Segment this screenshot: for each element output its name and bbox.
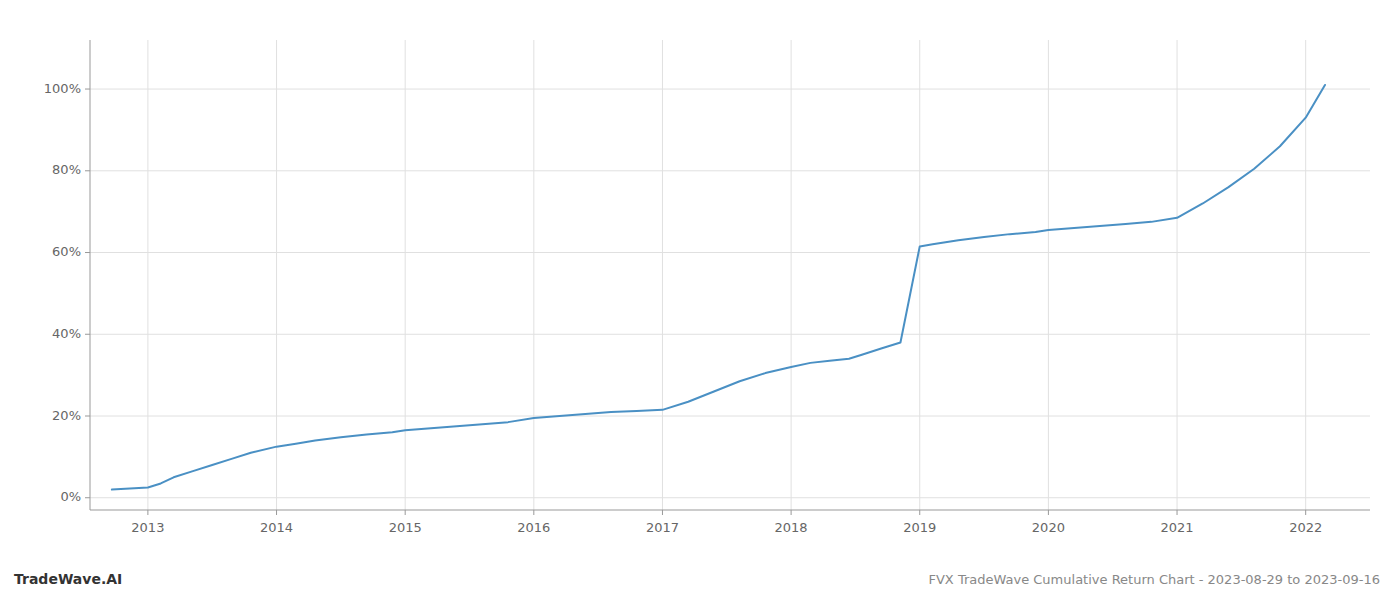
x-grid-line (1048, 40, 1049, 510)
x-tick-label: 2013 (131, 520, 164, 535)
y-tick-label: 40% (52, 326, 81, 341)
y-tick (85, 252, 90, 253)
y-grid-line (90, 170, 1370, 171)
x-tick (1048, 510, 1049, 515)
x-grid-line (276, 40, 277, 510)
x-tick-label: 2019 (903, 520, 936, 535)
y-tick (85, 497, 90, 498)
axes: 0% 20% 40% 60% 80% 100% 2013 2014 2015 2016 2017 20… (44, 40, 1370, 535)
y-tick-label: 20% (52, 408, 81, 423)
x-tick (1177, 510, 1178, 515)
x-tick-label: 2015 (389, 520, 422, 535)
x-grid-line (533, 40, 534, 510)
x-tick-label: 2018 (775, 520, 808, 535)
watermark: TradeWave.AI (14, 571, 122, 587)
title: FVX TradeWave Cumulative Return Chart - … (928, 572, 1380, 587)
chart: 0% 20% 40% 60% 80% 100% 2013 2014 2015 2016 2017 20… (0, 0, 1400, 600)
x-tick-label: 2022 (1289, 520, 1322, 535)
chart-container: 0% 20% 40% 60% 80% 100% 2013 2014 2015 2016 2017 20… (0, 0, 1400, 600)
grid (90, 40, 1370, 510)
x-grid-line (791, 40, 792, 510)
x-tick (919, 510, 920, 515)
y-axis-line (90, 40, 91, 510)
y-grid-line (90, 252, 1370, 253)
x-tick (1305, 510, 1306, 515)
y-grid-line (90, 416, 1370, 417)
x-grid-line (662, 40, 663, 510)
y-tick-label: 100% (44, 81, 81, 96)
y-tick (85, 334, 90, 335)
x-tick (276, 510, 277, 515)
x-tick (405, 510, 406, 515)
y-tick (85, 416, 90, 417)
y-tick-label: 0% (60, 489, 81, 504)
y-tick (85, 89, 90, 90)
y-grid-line (90, 334, 1370, 335)
x-grid-line (147, 40, 148, 510)
x-tick (147, 510, 148, 515)
y-tick-label: 60% (52, 244, 81, 259)
x-tick-label: 2017 (646, 520, 679, 535)
x-grid-line (1177, 40, 1178, 510)
y-grid-line (90, 89, 1370, 90)
data-line (112, 85, 1325, 490)
x-grid-line (919, 40, 920, 510)
x-axis-line (90, 510, 1370, 511)
y-tick-label: 80% (52, 162, 81, 177)
x-tick-label: 2021 (1160, 520, 1193, 535)
x-tick (791, 510, 792, 515)
x-tick-label: 2020 (1032, 520, 1065, 535)
x-tick (662, 510, 663, 515)
x-grid-line (1305, 40, 1306, 510)
plot-area (112, 85, 1325, 490)
y-grid-line (90, 497, 1370, 498)
x-tick-label: 2016 (517, 520, 550, 535)
y-tick (85, 170, 90, 171)
x-tick (533, 510, 534, 515)
x-tick-label: 2014 (260, 520, 293, 535)
x-grid-line (405, 40, 406, 510)
